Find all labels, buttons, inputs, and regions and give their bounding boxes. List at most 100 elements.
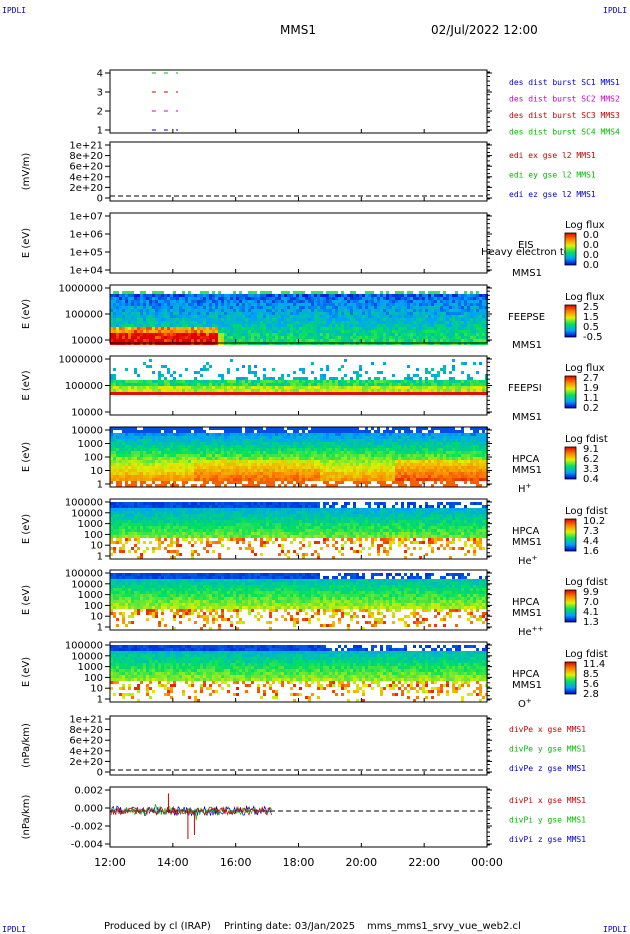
heatmap-cell	[182, 392, 185, 395]
heatmap-cell	[170, 333, 173, 336]
heatmap-cell	[134, 389, 137, 392]
heatmap-cell	[326, 291, 329, 294]
heatmap-cell	[359, 300, 362, 303]
heatmap-cell	[395, 389, 398, 392]
heatmap-cell	[392, 436, 395, 439]
heatmap-cell	[329, 445, 332, 448]
heatmap-cell	[224, 380, 227, 383]
heatmap-cell	[176, 321, 179, 324]
heatmap-cell	[407, 327, 410, 330]
heatmap-cell	[359, 436, 362, 439]
heatmap-cell	[317, 333, 320, 336]
heatmap-cell	[449, 312, 452, 315]
heatmap-cell	[335, 389, 338, 392]
heatmap-cell	[188, 321, 191, 324]
heatmap-cell	[329, 442, 332, 445]
heatmap-cell	[353, 327, 356, 330]
heatmap-cell	[395, 300, 398, 303]
heatmap-cell	[389, 478, 392, 481]
heatmap-cell	[245, 478, 248, 481]
heatmap-cell	[293, 327, 296, 330]
heatmap-cell	[143, 300, 146, 303]
heatmap-cell	[224, 389, 227, 392]
heatmap-cell	[350, 442, 353, 445]
heatmap-cell	[332, 336, 335, 339]
heatmap-cell	[182, 339, 185, 342]
heatmap-cell	[311, 433, 314, 436]
heatmap-cell	[335, 427, 338, 430]
heatmap-cell	[125, 294, 128, 297]
heatmap-cell	[305, 463, 308, 466]
heatmap-cell	[302, 454, 305, 457]
heatmap-cell	[356, 430, 359, 433]
heatmap-cell	[371, 309, 374, 312]
heatmap-cell	[224, 330, 227, 333]
heatmap-cell	[278, 436, 281, 439]
heatmap-cell	[215, 478, 218, 481]
heatmap-cell	[143, 475, 146, 478]
heatmap-cell	[176, 439, 179, 442]
heatmap-cell	[161, 454, 164, 457]
heatmap-cell	[161, 451, 164, 454]
heatmap-cell	[272, 368, 275, 371]
heatmap-cell	[401, 312, 404, 315]
heatmap-cell	[146, 442, 149, 445]
heatmap-cell	[401, 339, 404, 342]
heatmap-cell	[176, 324, 179, 327]
heatmap-cell	[437, 306, 440, 309]
heatmap-cell	[326, 368, 329, 371]
heatmap-cell	[239, 339, 242, 342]
heatmap-cell	[239, 460, 242, 463]
heatmap-cell	[356, 318, 359, 321]
heatmap-cell	[326, 303, 329, 306]
heatmap-cell	[197, 312, 200, 315]
heatmap-cell	[431, 318, 434, 321]
heatmap-cell	[422, 312, 425, 315]
heatmap-cell	[227, 433, 230, 436]
heatmap-cell	[164, 442, 167, 445]
heatmap-cell	[242, 442, 245, 445]
heatmap-cell	[221, 336, 224, 339]
heatmap-cell	[161, 336, 164, 339]
heatmap-cell	[200, 478, 203, 481]
heatmap-cell	[152, 291, 155, 294]
heatmap-cell	[170, 297, 173, 300]
heatmap-cell	[155, 427, 158, 430]
heatmap-cell	[356, 321, 359, 324]
heatmap-cell	[191, 457, 194, 460]
heatmap-cell	[386, 306, 389, 309]
heatmap-cell	[185, 306, 188, 309]
heatmap-cell	[176, 297, 179, 300]
heatmap-cell	[218, 389, 221, 392]
heatmap-cell	[296, 306, 299, 309]
heatmap-cell	[290, 478, 293, 481]
heatmap-cell	[464, 312, 467, 315]
heatmap-cell	[149, 448, 152, 451]
heatmap-cell	[422, 327, 425, 330]
heatmap-cell	[437, 386, 440, 389]
heatmap-cell	[311, 445, 314, 448]
colorbar-tick-label: -0.5	[583, 332, 603, 343]
heatmap-cell	[410, 333, 413, 336]
heatmap-cell	[326, 481, 329, 484]
heatmap-cell	[194, 312, 197, 315]
heatmap-cell	[365, 460, 368, 463]
heatmap-cell	[263, 327, 266, 330]
heatmap-cell	[401, 389, 404, 392]
heatmap-cell	[197, 463, 200, 466]
heatmap-cell	[350, 439, 353, 442]
heatmap-cell	[194, 309, 197, 312]
heatmap-cell	[188, 463, 191, 466]
heatmap-cell	[161, 389, 164, 392]
heatmap-cell	[467, 333, 470, 336]
heatmap-cell	[359, 330, 362, 333]
colorbar-tick-label: 2.7	[583, 373, 599, 384]
heatmap-cell	[254, 439, 257, 442]
heatmap-cell	[206, 463, 209, 466]
heatmap-cell	[419, 333, 422, 336]
heatmap-cell	[224, 454, 227, 457]
heatmap-cell	[215, 436, 218, 439]
heatmap-cell	[272, 481, 275, 484]
heatmap-cell	[299, 445, 302, 448]
